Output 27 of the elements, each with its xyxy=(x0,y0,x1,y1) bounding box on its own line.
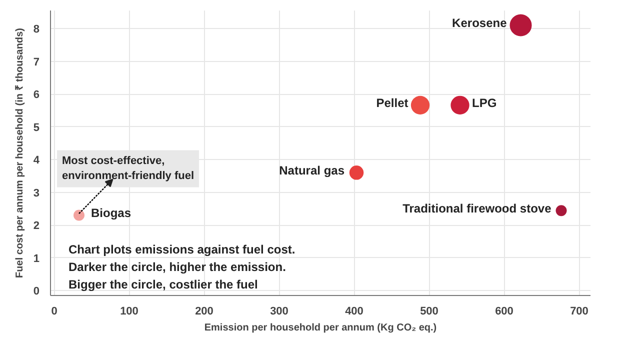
y-tick-label: 4 xyxy=(33,154,40,167)
y-tick-label: 1 xyxy=(33,252,40,265)
annotation: Chart plots emissions against fuel cost. Darker the circle, higher the emission. Bigger the circle, costlier the fuel xyxy=(68,242,296,292)
x-tick-label: 300 xyxy=(270,306,288,318)
x-tick-label: 100 xyxy=(120,306,138,318)
x-axis-title: Emission per household per annum (Kg CO₂ eq.) xyxy=(204,322,437,334)
y-tick-label: 3 xyxy=(33,187,40,200)
x-tick-label: 700 xyxy=(570,306,588,318)
annotation: Traditional firewood stove xyxy=(402,202,552,216)
x-tick-label: 0 xyxy=(51,306,58,318)
y-tick-label: 5 xyxy=(33,122,40,134)
x-tick-label: 400 xyxy=(345,306,364,318)
annotation: Natural gas xyxy=(279,164,345,178)
x-tick-label: 500 xyxy=(420,306,438,318)
y-tick-label: 7 xyxy=(33,56,40,68)
annotation: Biogas xyxy=(91,206,132,220)
x-tick-label: 200 xyxy=(195,306,214,318)
y-tick-label: 2 xyxy=(33,220,40,232)
y-tick-label: 0 xyxy=(33,286,40,298)
y-tick-label: 6 xyxy=(33,89,40,102)
y-tick-label: 8 xyxy=(33,24,40,36)
annotation: Pellet xyxy=(376,96,408,110)
x-tick-label: 600 xyxy=(495,306,514,318)
annotation: Most cost-effective, environment-friendly fuel xyxy=(62,155,194,182)
y-axis-title: Fuel cost per annum per household (in ₹ thousands) xyxy=(14,28,26,278)
annotation: Kerosene xyxy=(452,16,508,30)
annotation: LPG xyxy=(472,96,497,110)
